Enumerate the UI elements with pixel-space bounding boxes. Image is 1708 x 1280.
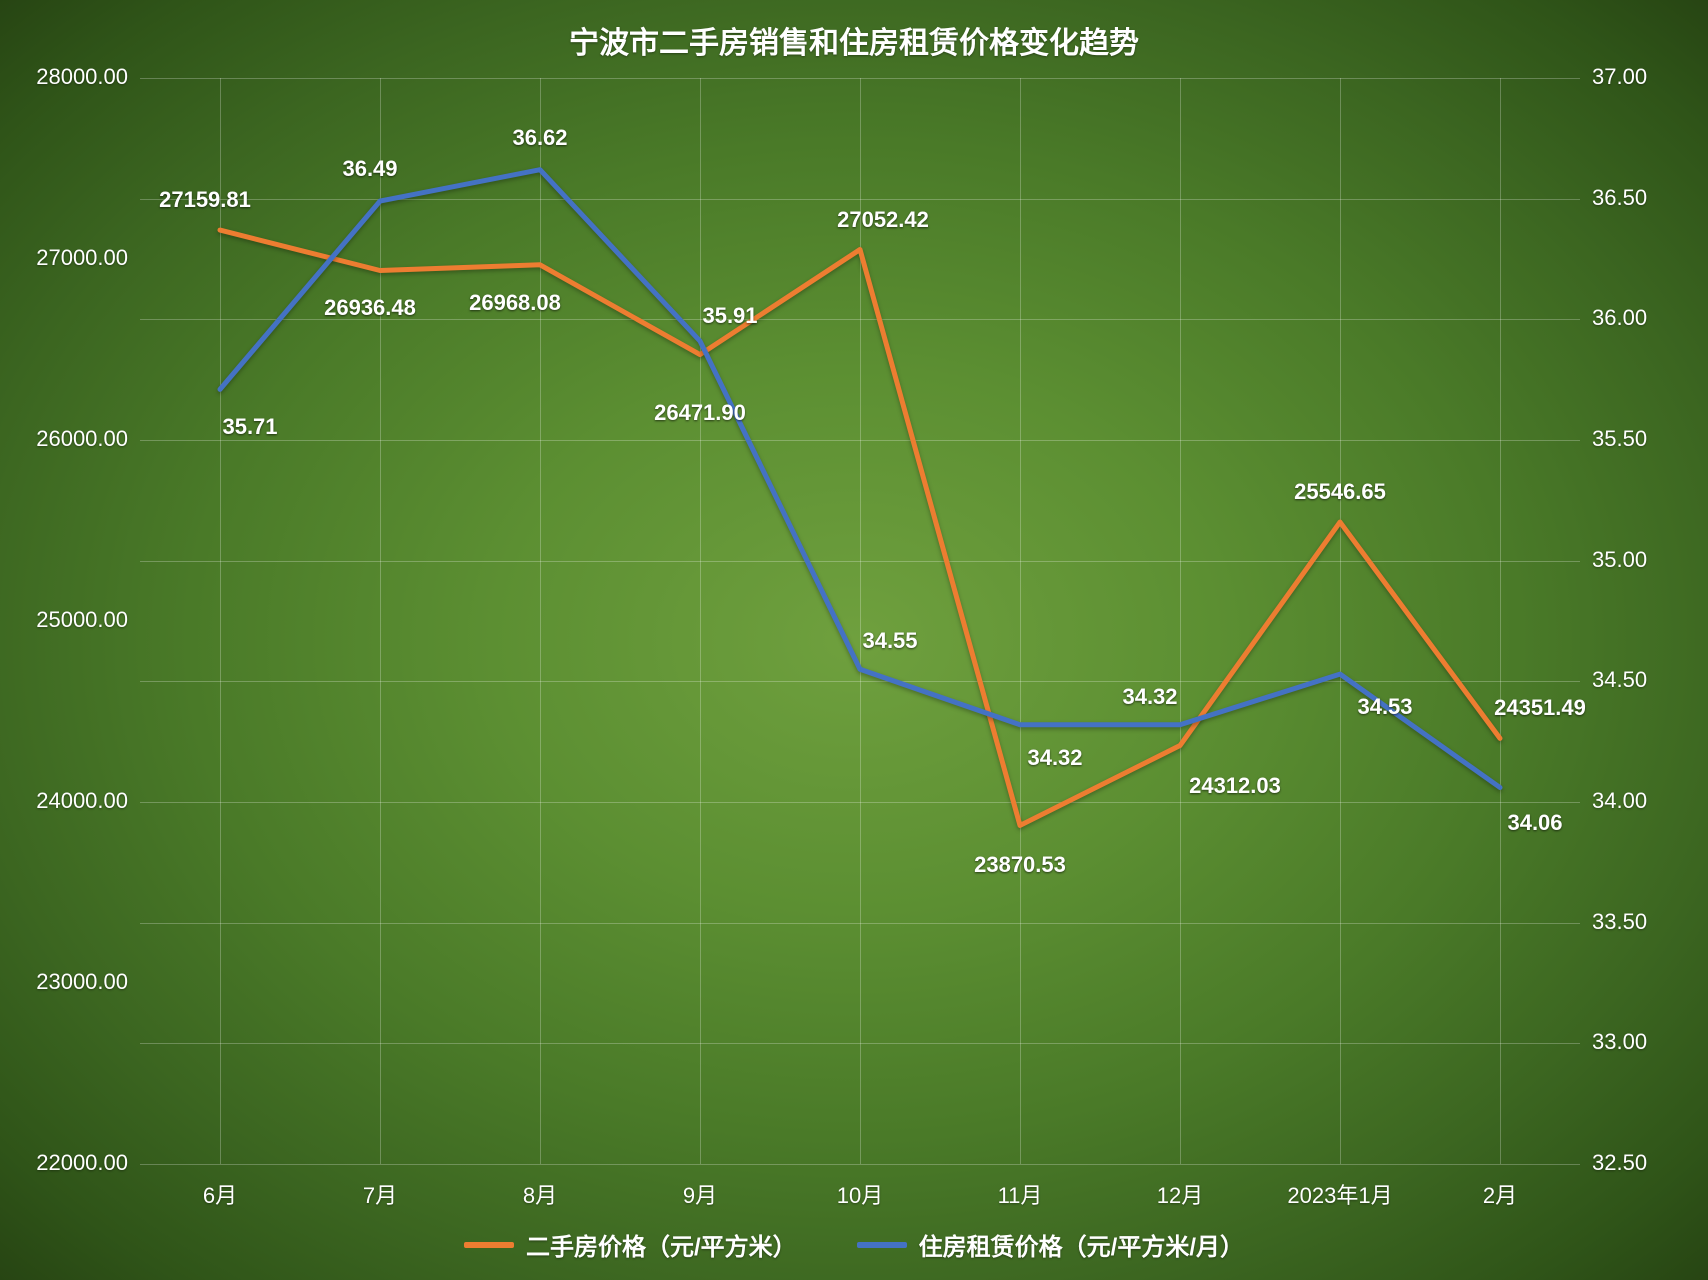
gridline bbox=[140, 1164, 1580, 1165]
x-tick-label: 8月 bbox=[523, 1178, 557, 1210]
plot-area: 27159.81 26936.48 26968.08 26471.90 27052.42… bbox=[140, 78, 1580, 1164]
rent-data-label: 36.49 bbox=[342, 156, 397, 182]
lines-svg bbox=[140, 78, 1580, 1164]
y-left-tick-label: 24000.00 bbox=[36, 788, 128, 814]
legend-label: 住房租赁价格（元/平方米/月） bbox=[919, 1227, 1244, 1262]
sales-data-label: 26471.90 bbox=[654, 400, 746, 426]
y-right-tick-label: 34.50 bbox=[1592, 667, 1647, 693]
sales-data-label: 25546.65 bbox=[1294, 479, 1386, 505]
sales-data-label: 26936.48 bbox=[324, 295, 416, 321]
sales-data-label: 27159.81 bbox=[159, 187, 251, 213]
y-right-tick-label: 37.00 bbox=[1592, 64, 1647, 90]
y-right-tick-label: 34.00 bbox=[1592, 788, 1647, 814]
sales-data-label: 24312.03 bbox=[1189, 773, 1281, 799]
legend-swatch bbox=[464, 1242, 514, 1248]
x-tick-label: 2023年1月 bbox=[1287, 1178, 1392, 1210]
x-tick-label: 12月 bbox=[1157, 1178, 1203, 1210]
y-right-tick-label: 36.00 bbox=[1592, 305, 1647, 331]
x-tick-label: 2月 bbox=[1483, 1178, 1517, 1210]
y-right-tick-label: 35.50 bbox=[1592, 426, 1647, 452]
y-left-tick-label: 28000.00 bbox=[36, 64, 128, 90]
x-tick-label: 11月 bbox=[998, 1178, 1043, 1210]
sales-data-label: 24351.49 bbox=[1494, 695, 1586, 721]
x-tick-label: 7月 bbox=[363, 1178, 397, 1210]
rent-data-label: 35.91 bbox=[702, 303, 757, 329]
y-left-tick-label: 22000.00 bbox=[36, 1150, 128, 1176]
sales-data-label: 27052.42 bbox=[837, 207, 929, 233]
legend-label: 二手房价格（元/平方米） bbox=[526, 1227, 797, 1262]
y-right-tick-label: 32.50 bbox=[1592, 1150, 1647, 1176]
legend: 二手房价格（元/平方米） 住房租赁价格（元/平方米/月） bbox=[0, 1227, 1708, 1263]
legend-item-sales: 二手房价格（元/平方米） bbox=[464, 1227, 797, 1262]
chart-title: 宁波市二手房销售和住房租赁价格变化趋势 bbox=[0, 18, 1708, 62]
y-left-tick-label: 25000.00 bbox=[36, 607, 128, 633]
rent-data-label: 34.55 bbox=[862, 628, 917, 654]
legend-item-rent: 住房租赁价格（元/平方米/月） bbox=[857, 1227, 1244, 1262]
y-right-tick-label: 33.50 bbox=[1592, 909, 1647, 935]
rent-data-label: 34.06 bbox=[1507, 810, 1562, 836]
chart-container: 宁波市二手房销售和住房租赁价格变化趋势 27159.81 26936.48 2696… bbox=[0, 0, 1708, 1280]
rent-data-label: 34.53 bbox=[1357, 694, 1412, 720]
sales-data-label: 26968.08 bbox=[469, 290, 561, 316]
y-right-tick-label: 33.00 bbox=[1592, 1029, 1647, 1055]
legend-swatch bbox=[857, 1242, 907, 1248]
rent-data-label: 34.32 bbox=[1122, 684, 1177, 710]
sales-data-label: 23870.53 bbox=[974, 852, 1066, 878]
x-tick-label: 6月 bbox=[203, 1178, 237, 1210]
x-tick-label: 10月 bbox=[837, 1178, 883, 1210]
y-right-tick-label: 35.00 bbox=[1592, 547, 1647, 573]
rent-data-label: 35.71 bbox=[222, 414, 277, 440]
rent-data-label: 34.32 bbox=[1027, 745, 1082, 771]
y-right-tick-label: 36.50 bbox=[1592, 185, 1647, 211]
x-tick-label: 9月 bbox=[683, 1178, 717, 1210]
y-left-tick-label: 23000.00 bbox=[36, 969, 128, 995]
rent-data-label: 36.62 bbox=[512, 125, 567, 151]
y-left-tick-label: 27000.00 bbox=[36, 245, 128, 271]
y-left-tick-label: 26000.00 bbox=[36, 426, 128, 452]
